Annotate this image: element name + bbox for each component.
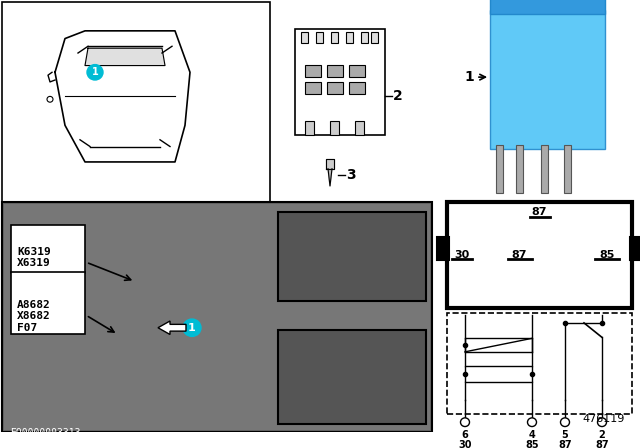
Text: 85: 85 bbox=[599, 250, 614, 260]
Text: EO0000003313: EO0000003313 bbox=[10, 428, 81, 438]
Circle shape bbox=[461, 418, 470, 426]
Text: 85: 85 bbox=[525, 439, 539, 448]
Text: X6319: X6319 bbox=[17, 258, 51, 268]
Bar bbox=[305, 121, 314, 135]
FancyArrow shape bbox=[158, 321, 186, 335]
Text: 87: 87 bbox=[595, 439, 609, 448]
Bar bbox=[346, 32, 353, 43]
Text: 476119: 476119 bbox=[582, 414, 625, 424]
Bar bbox=[330, 121, 339, 135]
Polygon shape bbox=[328, 169, 332, 186]
Text: 1: 1 bbox=[92, 67, 99, 78]
Bar bbox=[349, 82, 365, 95]
Bar bbox=[564, 145, 571, 193]
Text: 87: 87 bbox=[532, 207, 547, 217]
Text: X8682: X8682 bbox=[17, 311, 51, 321]
Bar bbox=[2, 2, 270, 202]
Bar bbox=[2, 202, 432, 432]
Bar bbox=[541, 145, 548, 193]
Bar bbox=[630, 237, 640, 260]
Bar bbox=[327, 82, 343, 95]
Text: 1: 1 bbox=[188, 323, 196, 333]
Text: 5: 5 bbox=[562, 430, 568, 440]
Bar bbox=[490, 0, 605, 14]
Bar bbox=[447, 313, 632, 414]
FancyBboxPatch shape bbox=[11, 272, 85, 333]
Bar bbox=[278, 212, 426, 301]
Bar bbox=[355, 121, 364, 135]
Bar bbox=[301, 32, 308, 43]
Bar bbox=[327, 65, 343, 77]
Circle shape bbox=[527, 418, 536, 426]
Text: F07: F07 bbox=[17, 323, 37, 333]
Text: 2: 2 bbox=[598, 430, 605, 440]
Text: 6: 6 bbox=[461, 430, 468, 440]
FancyBboxPatch shape bbox=[11, 224, 85, 273]
Bar bbox=[490, 10, 605, 150]
Circle shape bbox=[183, 319, 201, 336]
Text: 87: 87 bbox=[558, 439, 572, 448]
Text: 2: 2 bbox=[393, 90, 403, 103]
Bar bbox=[465, 366, 532, 382]
Bar bbox=[295, 29, 385, 135]
Bar bbox=[496, 145, 503, 193]
Bar bbox=[361, 32, 368, 43]
Text: 1: 1 bbox=[464, 70, 474, 84]
Bar bbox=[371, 32, 378, 43]
Bar bbox=[331, 32, 338, 43]
Text: K6319: K6319 bbox=[17, 247, 51, 257]
Circle shape bbox=[87, 65, 103, 80]
Text: 4: 4 bbox=[529, 430, 536, 440]
Text: A8682: A8682 bbox=[17, 300, 51, 310]
Text: 87: 87 bbox=[512, 250, 527, 260]
Bar bbox=[437, 237, 449, 260]
Bar bbox=[278, 330, 426, 424]
Polygon shape bbox=[326, 159, 334, 169]
Bar bbox=[516, 145, 523, 193]
Circle shape bbox=[598, 418, 607, 426]
Bar bbox=[447, 202, 632, 309]
Text: 30: 30 bbox=[454, 250, 470, 260]
Circle shape bbox=[561, 418, 570, 426]
Polygon shape bbox=[85, 48, 165, 65]
Text: 3: 3 bbox=[346, 168, 356, 182]
Bar bbox=[4, 204, 430, 430]
Bar bbox=[316, 32, 323, 43]
Bar bbox=[465, 338, 532, 352]
Bar bbox=[305, 65, 321, 77]
Text: 30: 30 bbox=[458, 439, 472, 448]
Bar bbox=[305, 82, 321, 95]
Polygon shape bbox=[55, 31, 190, 162]
Bar bbox=[349, 65, 365, 77]
